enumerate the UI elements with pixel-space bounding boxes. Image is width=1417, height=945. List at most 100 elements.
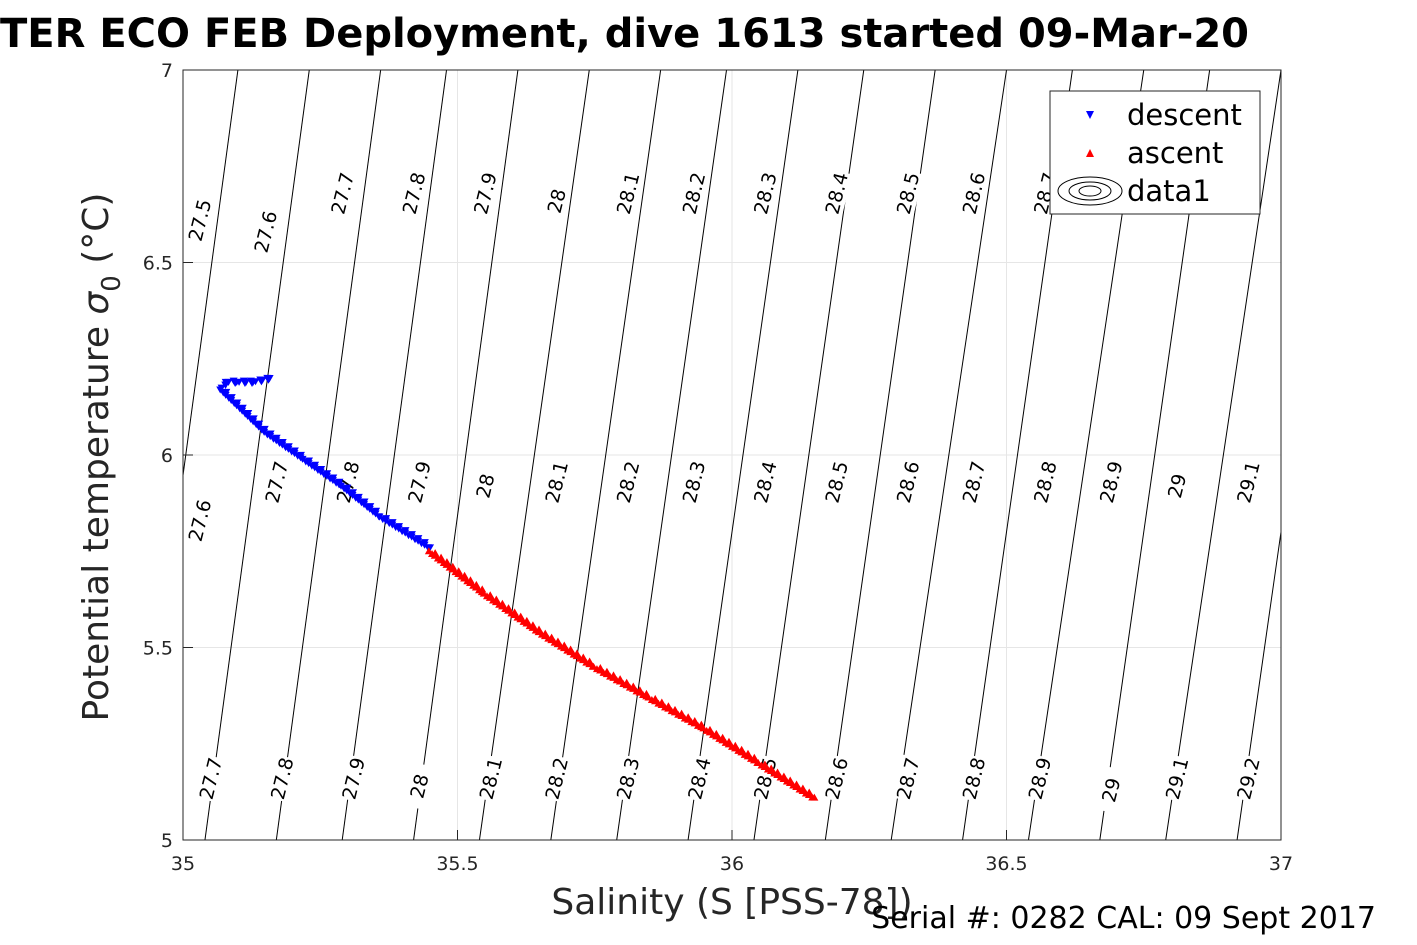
contour-label: 27.9 (404, 459, 436, 505)
isopycnal-line (413, 70, 519, 840)
isopycnal-line (204, 70, 310, 840)
chart-title: TER ECO FEB Deployment, dive 1613 starte… (0, 11, 1249, 57)
legend-box (1049, 90, 1261, 215)
contour-label-background (820, 754, 853, 803)
contour-label-background (468, 169, 501, 218)
contour-label-background (540, 176, 573, 225)
x-axis-ticks: 35 35.5 36 36.5 37 (171, 830, 1293, 875)
contour-label: 28 (544, 187, 571, 216)
contour-label: 28.9 (1096, 459, 1128, 505)
contour-label-background (957, 169, 990, 218)
contour-label: 27.6 (185, 498, 217, 544)
contour-label-background (183, 196, 216, 245)
isopycnal-line (616, 70, 728, 840)
descent-point (426, 544, 435, 552)
contour-label-background (611, 169, 644, 218)
serial-cal-footer: Serial #: 0282 CAL: 09 Sept 2017 (871, 901, 1376, 936)
contour-label: 28 (472, 472, 499, 501)
contour-label-background (748, 457, 781, 506)
contour-label-background (1160, 461, 1193, 510)
contour-label-background (1028, 457, 1061, 506)
contour-label-background (677, 169, 710, 218)
legend-descent-marker (1086, 111, 1094, 119)
contour-label-background (1232, 754, 1265, 803)
contour-label-background (891, 754, 924, 803)
isopycnal-line (1236, 528, 1281, 840)
contour-label-background (1160, 754, 1193, 803)
ascent-series (424, 547, 819, 801)
contour-label-background (540, 754, 573, 803)
contour-label: 27.9 (338, 755, 370, 801)
contour-label-background (337, 754, 370, 803)
y-tick-label: 7 (161, 60, 173, 82)
contour-label-background (611, 754, 644, 803)
contour-label-background (748, 169, 781, 218)
legend: descent ascent data1 (1049, 90, 1261, 215)
isopycnal-line (478, 70, 590, 840)
contour-label-background (820, 457, 853, 506)
contour-label-background (748, 754, 781, 803)
contour-label-background (1094, 457, 1127, 506)
contour-label-background (326, 169, 359, 218)
isopycnal-line (275, 70, 382, 840)
legend-data1-label: data1 (1127, 174, 1211, 208)
contour-label: 29.1 (1233, 459, 1265, 505)
x-tick-label: 36.5 (985, 853, 1027, 875)
contour-label: 28.1 (476, 755, 508, 801)
contour-label: 28.1 (613, 170, 645, 216)
contour-label-background (260, 457, 293, 506)
x-axis-label: Salinity (S [PSS-78]) (551, 882, 912, 923)
y-axis-ticks: 5 5.5 6 6.5 7 (143, 60, 193, 852)
contour-label: 28.9 (1025, 755, 1057, 801)
y-axis-label-symbol: σ (76, 291, 117, 315)
contour-label-background (468, 461, 501, 510)
contour-label: 27.9 (470, 170, 502, 216)
contour-label: 28.4 (821, 170, 853, 216)
contour-label-background (1023, 754, 1056, 803)
contour-label: 28.3 (613, 755, 645, 801)
x-tick-label: 37 (1269, 853, 1293, 875)
contour-label: 28.2 (613, 459, 645, 505)
isopycnal-line (687, 70, 799, 840)
y-tick-label: 5.5 (143, 638, 173, 660)
contour-label: 28.2 (541, 755, 573, 801)
contour-label: 29 (1098, 776, 1125, 805)
contour-label-background (403, 762, 436, 811)
contour-label-background (820, 169, 853, 218)
contour-label: 27.7 (196, 755, 228, 801)
contour-label-background (957, 754, 990, 803)
contour-label: 28.5 (821, 459, 853, 505)
y-axis-label-text: Potential temperature (76, 326, 117, 721)
ascent-point (810, 793, 819, 801)
contour-label-background (1094, 765, 1127, 814)
contour-label-background (957, 457, 990, 506)
contour-label: 28.8 (1030, 459, 1062, 505)
contour-label-background (677, 457, 710, 506)
contour-label-background (183, 496, 216, 545)
x-tick-label: 36 (720, 853, 744, 875)
contour-label: 28.3 (679, 459, 711, 505)
contour-label-background (265, 754, 298, 803)
contour-label-background (474, 754, 507, 803)
contour-label: 28.6 (893, 459, 925, 505)
contour-label: 28.3 (750, 170, 782, 216)
contour-label: 28.8 (959, 755, 991, 801)
contour-label-background (611, 457, 644, 506)
legend-descent-label: descent (1127, 98, 1242, 132)
contour-label: 29.2 (1233, 755, 1265, 801)
contour-label: 27.6 (251, 209, 283, 255)
y-tick-label: 5 (161, 830, 173, 852)
contour-label: 28.6 (821, 755, 853, 801)
y-tick-label: 6.5 (143, 253, 173, 275)
contour-label: 27.7 (262, 459, 294, 505)
isopycnal-line (890, 70, 1007, 840)
contour-label: 28.2 (679, 170, 711, 216)
contour-label: 27.8 (399, 170, 431, 216)
contour-label: 28.7 (959, 459, 991, 505)
contour-label-background (194, 754, 227, 803)
contour-label-background (249, 207, 282, 256)
isopycnal-line (341, 70, 448, 840)
contour-label-background (891, 169, 924, 218)
contour-label: 28.1 (541, 459, 573, 505)
